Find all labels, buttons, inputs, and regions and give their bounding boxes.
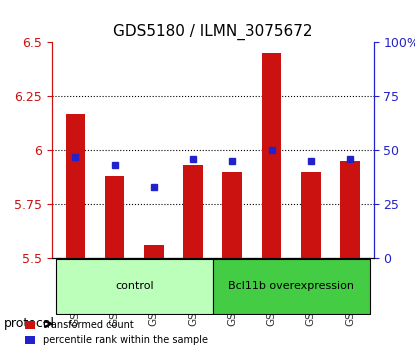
Text: control: control <box>115 281 154 291</box>
Bar <box>222 172 242 258</box>
Text: protocol: protocol <box>4 318 55 330</box>
Text: Bcl11b overexpression: Bcl11b overexpression <box>228 281 354 291</box>
Bar <box>340 161 360 258</box>
Bar <box>105 176 124 258</box>
Bar <box>301 172 320 258</box>
FancyBboxPatch shape <box>56 259 213 314</box>
Bar <box>183 165 203 258</box>
Title: GDS5180 / ILMN_3075672: GDS5180 / ILMN_3075672 <box>113 23 312 40</box>
Bar <box>144 245 164 258</box>
Bar <box>262 53 281 258</box>
Legend: transformed count, percentile rank within the sample: transformed count, percentile rank withi… <box>22 316 212 349</box>
Bar <box>66 114 85 258</box>
FancyBboxPatch shape <box>213 259 370 314</box>
